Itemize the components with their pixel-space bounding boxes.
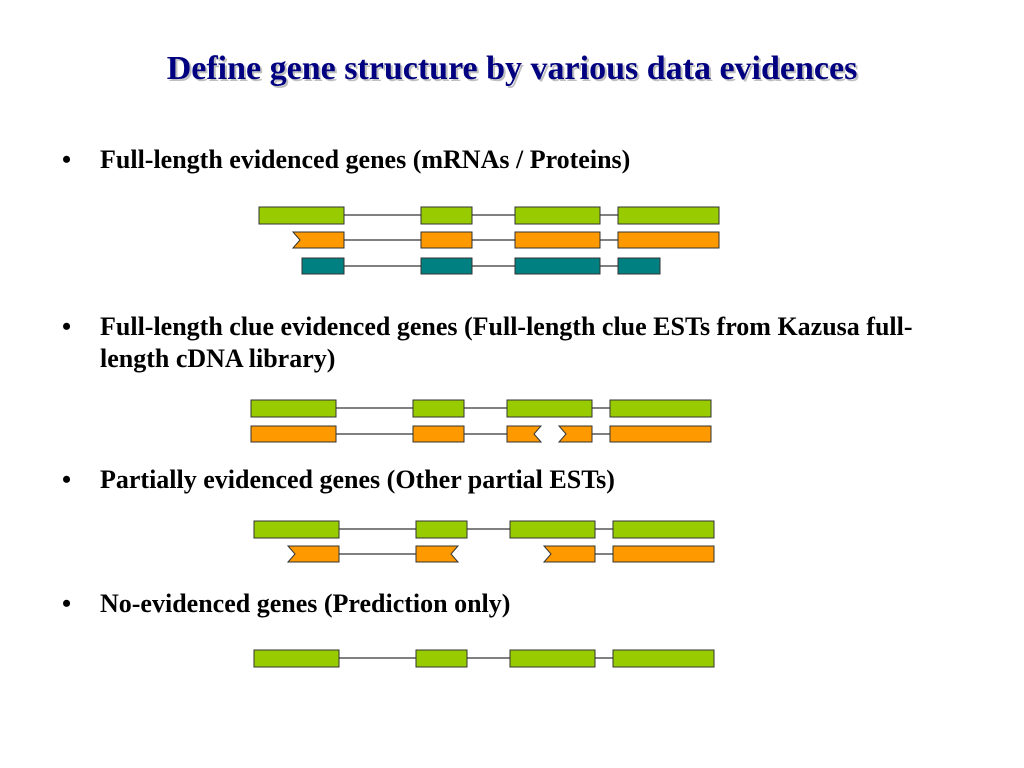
est-evidence-track [250,425,712,443]
slide-title: Define gene structure by various data ev… [166,50,858,87]
exon-block [420,257,473,275]
partial-est-track [286,545,715,563]
bullet-text: Partially evidenced genes (Other partial… [100,465,615,494]
mrna-evidence-track [291,231,720,249]
exon-block [253,649,340,668]
diagram-group-partially-evidenced [253,520,715,563]
exon-block [609,399,712,418]
bullet-marker: • [62,312,72,341]
exon-block [420,231,473,249]
diagram-group-full-length-clue [250,399,712,443]
exon-block [514,231,601,249]
exon-block [612,649,715,668]
exon-block [609,425,712,443]
bullet-marker: • [62,145,72,174]
exon-block [514,206,601,225]
exon-block [612,545,715,563]
exon-block [509,520,596,539]
exon-block [250,399,337,418]
exon-block [509,649,596,668]
diagram-group-no-evidenced [253,649,715,668]
exon-block-truncated [291,231,345,249]
exon-block [301,257,345,275]
gene-model-track [253,649,715,668]
gene-model-track [258,206,720,225]
exon-block [412,425,465,443]
exon-block [506,399,593,418]
exon-block [612,520,715,539]
bullet-text: No-evidenced genes (Prediction only) [100,589,511,618]
exon-block-truncated [415,545,460,563]
bullet-text: Full-length evidenced genes (mRNAs / Pro… [100,145,631,174]
bullet-marker: • [62,589,72,618]
diagram-group-full-length-evidenced [258,206,720,275]
exon-block [253,520,340,539]
bullet-marker: • [62,465,72,494]
exon-block [415,520,468,539]
exon-block-truncated [506,425,543,443]
exon-block [412,399,465,418]
protein-evidence-track [301,257,661,275]
exon-block [514,257,601,275]
exon-block [415,649,468,668]
exon-block [617,206,720,225]
exon-block [420,206,473,225]
exon-block-truncated [286,545,340,563]
bullet-text: Full-length clue evidenced genes (Full-l… [100,312,913,373]
exon-block-truncated [557,425,593,443]
exon-block [617,231,720,249]
gene-model-track [250,399,712,418]
gene-model-track [253,520,715,539]
exon-block [250,425,337,443]
exon-block [258,206,345,225]
exon-block-truncated [542,545,596,563]
exon-block [617,257,661,275]
